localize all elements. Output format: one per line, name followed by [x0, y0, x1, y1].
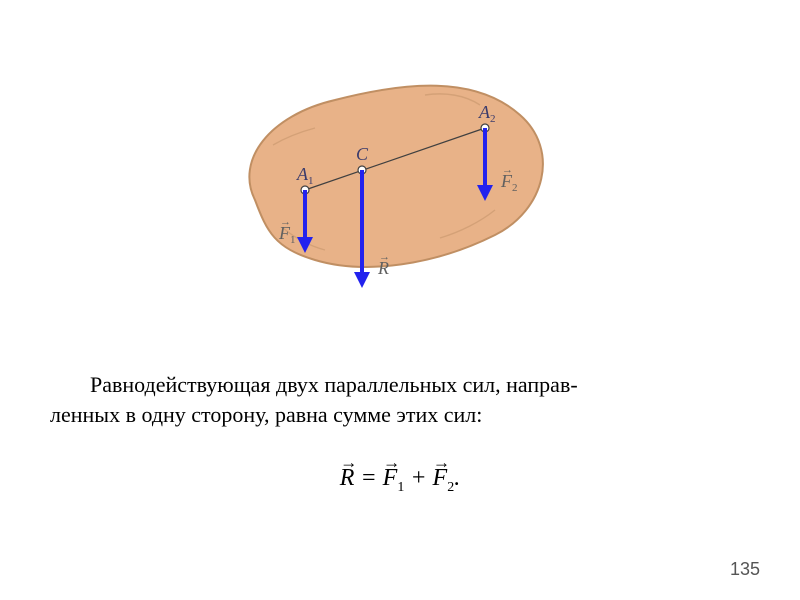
page-number: 135 [730, 559, 760, 580]
svg-text:C: C [356, 144, 369, 164]
paragraph-line1: Равнодействующая двух параллельных сил, … [90, 372, 578, 397]
description-paragraph: Равнодействующая двух параллельных сил, … [50, 370, 750, 429]
formula-eq: = [354, 465, 382, 491]
svg-text:→: → [502, 164, 513, 176]
formula-plus: + [404, 465, 432, 491]
parallel-forces-diagram: A1CA2F1→R→F2→ [175, 60, 595, 335]
resultant-formula: R = F1 + F2. [0, 465, 800, 496]
formula-R: R [340, 465, 355, 491]
svg-text:→: → [379, 251, 390, 263]
paragraph-line2: ленных в одну сторону, равна сумме этих … [50, 402, 482, 427]
svg-text:→: → [280, 216, 291, 228]
formula-F2: F [433, 465, 448, 491]
formula-F1: F [383, 465, 398, 491]
formula-dot: . [454, 465, 460, 491]
